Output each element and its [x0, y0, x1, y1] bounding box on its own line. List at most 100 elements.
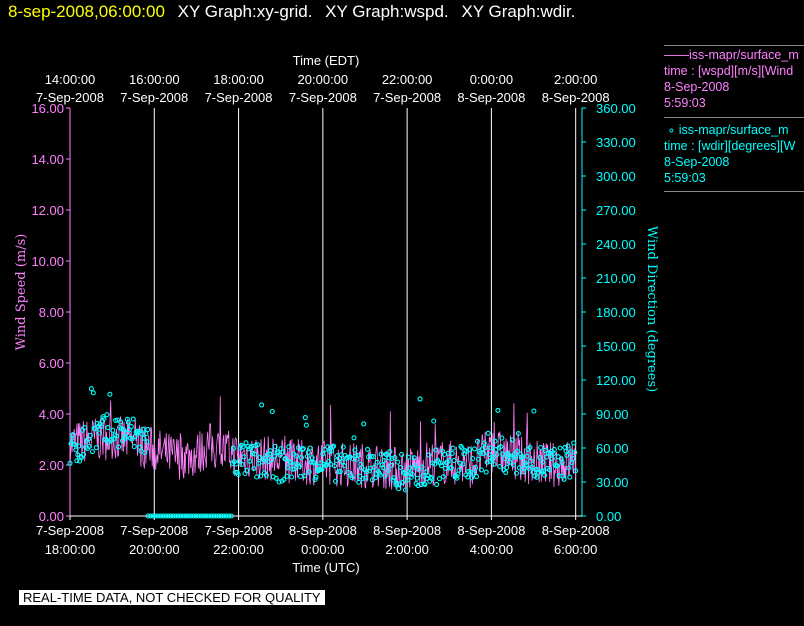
wdir-point — [309, 455, 315, 461]
wdir-point — [457, 460, 463, 466]
wdir-point — [504, 465, 510, 471]
legend-wdir-source: ∘ iss-mapr/surface_m — [664, 123, 789, 137]
wspd-series-line — [69, 396, 577, 492]
wdir-point — [537, 454, 543, 461]
right-tick-label: 150.00 — [596, 339, 636, 354]
wdir-point — [365, 446, 371, 452]
top-tick-time: 14:00:00 — [45, 72, 96, 87]
wdir-point — [564, 452, 570, 458]
wdir-dropout-point — [178, 513, 184, 519]
wdir-point — [387, 449, 393, 455]
wdir-point — [355, 452, 361, 458]
left-tick-label: 12.00 — [31, 203, 64, 218]
wdir-point — [470, 455, 476, 462]
wdir-point — [335, 469, 341, 475]
wdir-point — [434, 481, 440, 487]
bottom-axis-label: Time (UTC) — [292, 560, 359, 575]
wdir-point — [414, 475, 420, 481]
wdir-point — [433, 447, 439, 453]
bottom-tick-time: 22:00:00 — [213, 542, 264, 557]
wdir-point — [307, 445, 313, 451]
wdir-point — [272, 443, 278, 450]
wdir-point — [285, 464, 291, 470]
right-tick-label: 360.00 — [596, 101, 636, 116]
wdir-point — [313, 474, 319, 480]
legend-wdir-variable: time : [wdir][degrees][W — [664, 139, 796, 153]
legend-divider — [664, 191, 804, 192]
wdir-point — [438, 463, 445, 469]
wdir-point — [233, 461, 239, 467]
wdir-dropout-point — [152, 513, 159, 519]
wdir-point — [471, 470, 477, 476]
wdir-point — [292, 466, 298, 472]
wdir-point — [460, 461, 466, 467]
wdir-point — [255, 442, 261, 448]
wdir-point — [477, 450, 483, 456]
wdir-point — [513, 470, 519, 476]
wdir-point — [73, 447, 79, 453]
top-tick-time: 22:00:00 — [382, 72, 433, 87]
wdir-point — [480, 451, 486, 457]
wdir-point — [123, 430, 129, 436]
wdir-point — [244, 467, 250, 473]
wdir-point — [77, 458, 83, 464]
legend-wspd-time: 5:59:03 — [664, 96, 706, 110]
wdir-point — [331, 463, 338, 469]
wdir-point — [340, 444, 346, 450]
wdir-point — [536, 469, 542, 476]
wdir-point — [426, 452, 432, 458]
wdir-dropout-point — [158, 513, 164, 519]
legend-wdir[interactable]: ∘ iss-mapr/surface_m time : [wdir][degre… — [664, 122, 804, 186]
wdir-dropout-point — [160, 513, 166, 519]
wdir-point — [330, 443, 337, 449]
wdir-point — [448, 464, 454, 471]
wdir-point — [303, 422, 309, 428]
wdir-point — [306, 469, 312, 475]
title-timestamp: 8-sep-2008,06:00:00 — [8, 2, 165, 21]
wdir-point — [366, 468, 373, 474]
wdir-point — [411, 455, 417, 461]
wdir-dropout-point — [145, 513, 151, 519]
top-tick-date: 8-Sep-2008 — [457, 90, 525, 105]
wdir-point — [305, 449, 311, 455]
wdir-point — [542, 472, 548, 478]
wdir-dropout-point — [211, 513, 217, 519]
wdir-point — [363, 475, 369, 481]
wdir-point — [478, 467, 484, 473]
wdir-point — [258, 473, 264, 479]
wdir-point — [356, 479, 362, 485]
wdir-point — [400, 479, 406, 485]
wdir-point — [294, 453, 300, 459]
wdir-point — [247, 458, 253, 464]
wdir-point — [534, 474, 540, 480]
wdir-point — [142, 450, 148, 456]
wdir-dropout-point — [163, 513, 169, 519]
wdir-point — [485, 430, 491, 436]
wdir-point — [482, 445, 488, 451]
wdir-point — [391, 475, 397, 481]
wdir-dropout-point — [173, 513, 179, 519]
wdir-point — [394, 480, 400, 486]
bottom-tick-date: 7-Sep-2008 — [36, 523, 104, 538]
wdir-point — [404, 477, 410, 483]
left-tick-label: 0.00 — [39, 509, 64, 524]
wdir-point — [300, 446, 306, 452]
bottom-tick-date: 8-Sep-2008 — [542, 523, 610, 538]
legend-wspd[interactable]: ——iss-mapr/surface_m time : [wspd][m/s][… — [664, 47, 804, 111]
top-tick-date: 7-Sep-2008 — [36, 90, 104, 105]
wdir-point — [337, 468, 343, 475]
wdir-point — [257, 455, 263, 461]
wdir-point — [507, 459, 513, 465]
wdir-point — [252, 451, 258, 457]
wdir-point — [497, 463, 503, 470]
wdir-point — [296, 463, 303, 469]
wdir-dropout-point — [216, 513, 222, 519]
top-tick-time: 0:00:00 — [470, 72, 513, 87]
wdir-point — [240, 444, 246, 450]
wdir-point — [549, 456, 555, 462]
wdir-point — [230, 445, 236, 451]
wdir-point — [301, 473, 307, 479]
wdir-point — [98, 424, 104, 430]
title-graph-wspd: XY Graph:wspd. — [325, 2, 449, 21]
wdir-point — [502, 456, 508, 462]
